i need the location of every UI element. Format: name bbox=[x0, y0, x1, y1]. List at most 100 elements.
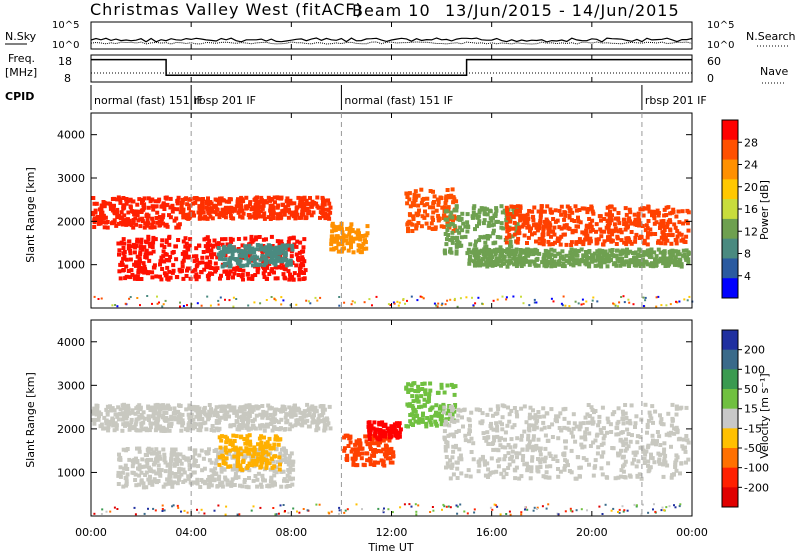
range-cell bbox=[306, 202, 310, 206]
range-cell bbox=[139, 304, 141, 306]
range-cell bbox=[282, 299, 284, 301]
range-cell bbox=[686, 250, 690, 254]
range-cell bbox=[511, 450, 515, 454]
range-cell bbox=[466, 225, 470, 229]
range-cell bbox=[561, 255, 565, 259]
range-cell bbox=[214, 510, 216, 512]
range-cell bbox=[248, 409, 252, 413]
range-cell bbox=[597, 415, 601, 419]
range-cell bbox=[486, 467, 490, 471]
range-cell bbox=[517, 226, 521, 230]
range-cell bbox=[497, 299, 499, 301]
range-cell bbox=[658, 443, 662, 447]
range-cell bbox=[446, 224, 450, 228]
range-cell bbox=[597, 237, 601, 241]
range-cell bbox=[258, 424, 262, 428]
range-cell bbox=[173, 244, 177, 248]
range-cell bbox=[162, 453, 166, 457]
range-cell bbox=[198, 512, 200, 514]
range-cell bbox=[235, 434, 239, 438]
range-cell bbox=[606, 417, 610, 421]
range-cell bbox=[577, 219, 581, 223]
range-cell bbox=[627, 510, 629, 512]
range-cell bbox=[315, 204, 319, 208]
range-cell bbox=[432, 227, 436, 231]
range-cell bbox=[320, 211, 324, 215]
range-cell bbox=[305, 419, 309, 423]
beam-label: Beam 10 bbox=[352, 1, 431, 20]
range-cell bbox=[513, 476, 517, 480]
range-cell bbox=[469, 475, 473, 479]
range-cell bbox=[293, 271, 297, 275]
range-cell bbox=[317, 413, 321, 417]
range-cell bbox=[298, 216, 302, 220]
range-cell bbox=[173, 462, 177, 466]
range-cell bbox=[168, 407, 172, 411]
range-cell bbox=[665, 258, 669, 262]
range-cell bbox=[520, 513, 522, 515]
range-cell bbox=[467, 468, 471, 472]
range-cell bbox=[636, 475, 640, 479]
range-cell bbox=[178, 420, 182, 424]
range-cell bbox=[273, 483, 277, 487]
range-cell bbox=[563, 468, 567, 472]
nave-label: Nave bbox=[760, 65, 788, 78]
range-cell bbox=[178, 404, 182, 408]
range-cell bbox=[464, 438, 468, 442]
range-cell bbox=[262, 238, 266, 242]
range-cell bbox=[490, 456, 494, 460]
range-cell bbox=[385, 452, 389, 456]
range-cell bbox=[564, 446, 568, 450]
range-cell bbox=[276, 212, 280, 216]
range-cell bbox=[308, 196, 312, 200]
range-cell bbox=[351, 240, 355, 244]
range-cell bbox=[289, 201, 293, 205]
range-cell bbox=[134, 420, 138, 424]
range-cell bbox=[461, 425, 465, 429]
range-cell bbox=[264, 413, 268, 417]
range-cell bbox=[477, 256, 481, 260]
range-cell bbox=[551, 435, 555, 439]
range-cell bbox=[645, 223, 649, 227]
range-cell bbox=[306, 207, 310, 211]
range-cell bbox=[224, 215, 228, 219]
range-cell bbox=[584, 250, 588, 254]
range-cell bbox=[530, 455, 534, 459]
range-cell bbox=[200, 256, 204, 260]
range-cell bbox=[127, 269, 131, 273]
range-cell bbox=[233, 207, 237, 211]
range-cell bbox=[403, 298, 405, 300]
range-cell bbox=[610, 218, 614, 222]
range-cell bbox=[129, 258, 133, 262]
range-cell bbox=[451, 195, 455, 199]
range-cell bbox=[609, 430, 613, 434]
range-cell bbox=[217, 505, 219, 507]
range-cell bbox=[615, 235, 619, 239]
range-cell bbox=[203, 406, 207, 410]
range-cell bbox=[204, 427, 208, 431]
range-cell bbox=[670, 233, 674, 237]
range-cell bbox=[570, 218, 574, 222]
range-cell bbox=[406, 300, 408, 302]
range-cell bbox=[267, 247, 271, 251]
range-cell bbox=[539, 213, 543, 217]
range-cell bbox=[629, 475, 633, 479]
nsearch-label: N.Search bbox=[746, 30, 796, 43]
range-cell bbox=[478, 421, 482, 425]
range-cell bbox=[596, 445, 600, 449]
range-cell bbox=[594, 458, 598, 462]
range-cell bbox=[670, 424, 674, 428]
range-cell bbox=[155, 221, 159, 225]
range-cell bbox=[663, 241, 667, 245]
range-cell bbox=[571, 435, 575, 439]
range-cell bbox=[276, 216, 280, 220]
range-cell bbox=[530, 232, 534, 236]
range-cell bbox=[206, 451, 210, 455]
range-cell bbox=[491, 509, 493, 511]
range-cell bbox=[165, 300, 167, 302]
range-cell bbox=[347, 249, 351, 253]
range-cell bbox=[527, 443, 531, 447]
range-cell bbox=[615, 242, 619, 246]
range-cell bbox=[518, 204, 522, 208]
